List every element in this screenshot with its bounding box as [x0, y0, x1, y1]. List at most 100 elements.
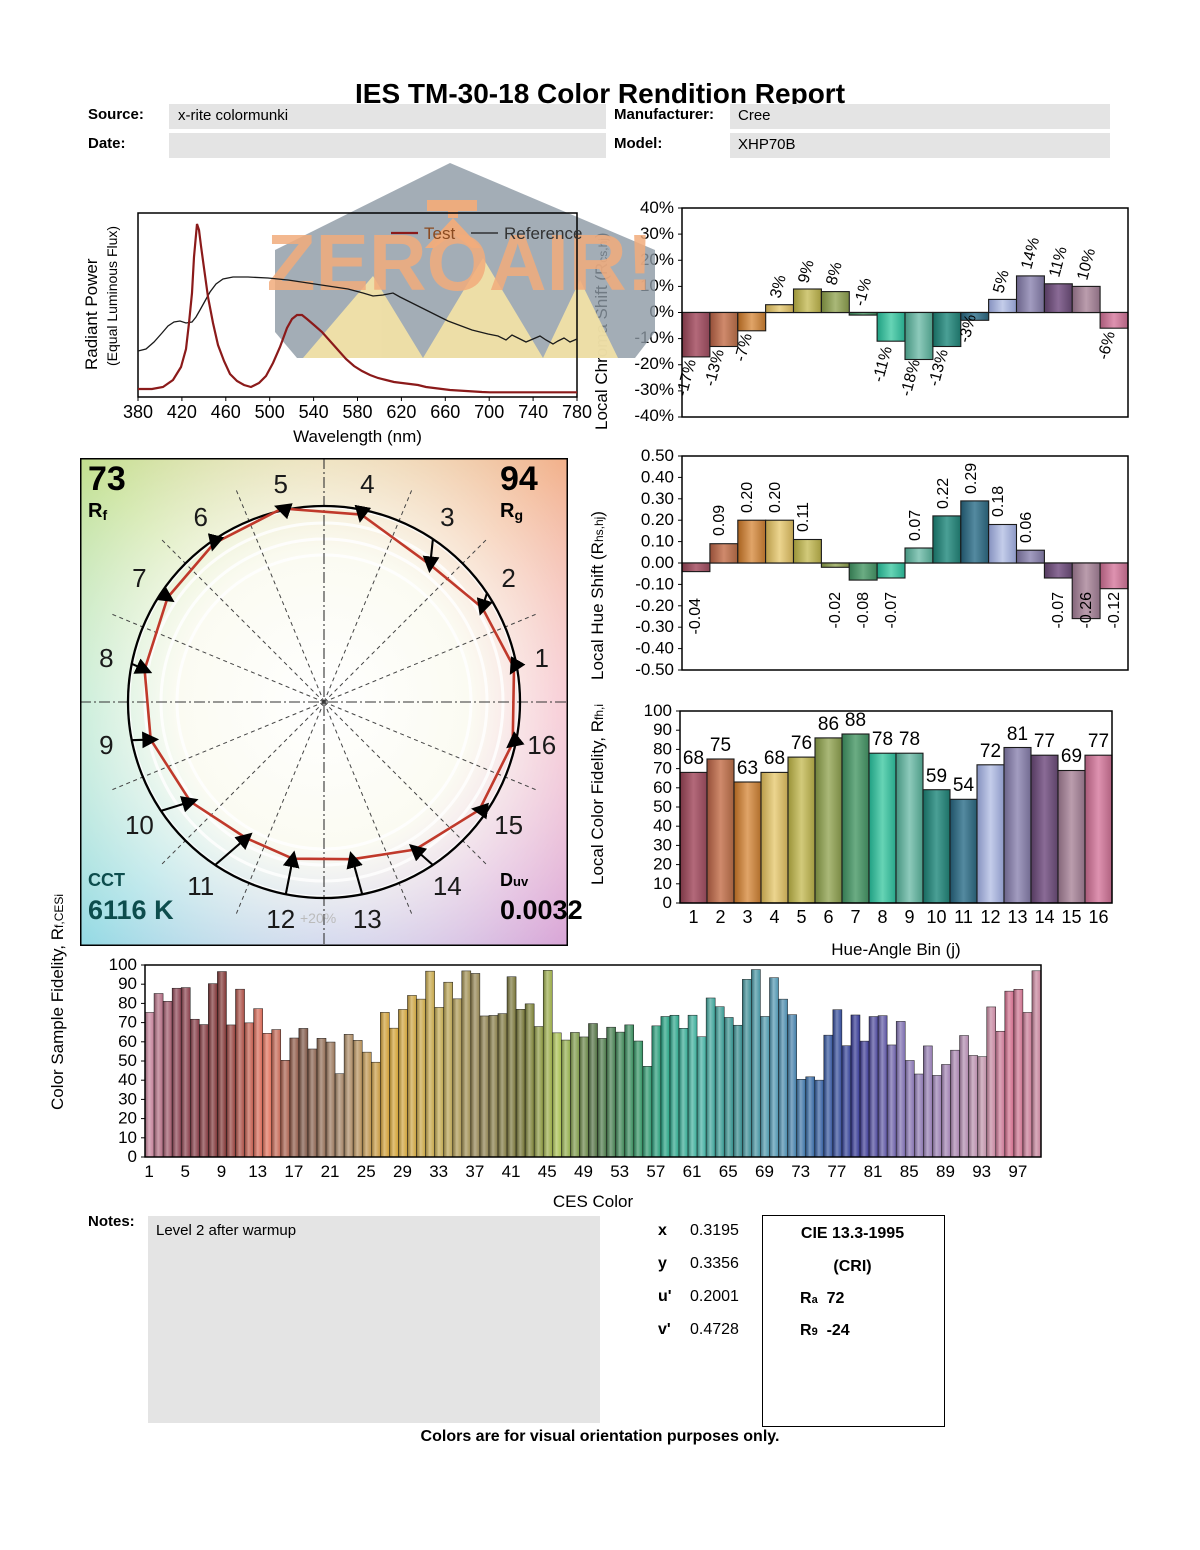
- svg-text:0: 0: [663, 893, 672, 912]
- svg-text:80: 80: [118, 993, 137, 1012]
- svg-text:11%: 11%: [1046, 245, 1070, 279]
- svg-text:580: 580: [342, 402, 372, 422]
- svg-text:80: 80: [653, 739, 672, 758]
- svg-text:0.10: 0.10: [641, 532, 674, 551]
- svg-text:740: 740: [518, 402, 548, 422]
- svg-text:54: 54: [953, 775, 975, 796]
- svg-text:21: 21: [321, 1162, 340, 1181]
- svg-text:86: 86: [818, 714, 839, 735]
- svg-text:0: 0: [128, 1147, 137, 1166]
- svg-text:-40%: -40%: [634, 406, 674, 425]
- svg-text:5: 5: [273, 469, 287, 499]
- svg-text:60: 60: [653, 778, 672, 797]
- svg-text:16: 16: [527, 730, 556, 760]
- svg-text:15: 15: [494, 810, 523, 840]
- svg-text:14: 14: [433, 871, 462, 901]
- svg-text:76: 76: [791, 733, 812, 754]
- svg-text:Test: Test: [424, 224, 455, 243]
- svg-text:40: 40: [118, 1070, 137, 1089]
- svg-text:-0.26: -0.26: [1078, 592, 1095, 629]
- svg-text:660: 660: [430, 402, 460, 422]
- svg-text:20: 20: [653, 855, 672, 874]
- svg-text:5%: 5%: [990, 268, 1012, 295]
- svg-text:0.20: 0.20: [641, 510, 674, 529]
- svg-text:5: 5: [181, 1162, 190, 1181]
- svg-text:11: 11: [187, 871, 214, 901]
- svg-text:420: 420: [167, 402, 197, 422]
- svg-text:75: 75: [710, 735, 731, 756]
- svg-text:30: 30: [653, 835, 672, 854]
- svg-text:57: 57: [646, 1162, 665, 1181]
- svg-text:0.00: 0.00: [641, 553, 674, 572]
- svg-text:50: 50: [118, 1051, 137, 1070]
- svg-text:-0.07: -0.07: [883, 592, 900, 629]
- svg-text:Reference: Reference: [504, 224, 582, 243]
- svg-text:65: 65: [719, 1162, 738, 1181]
- svg-text:30: 30: [118, 1089, 137, 1108]
- svg-text:41: 41: [502, 1162, 521, 1181]
- svg-text:-0.07: -0.07: [1050, 592, 1067, 629]
- svg-text:7: 7: [132, 563, 146, 593]
- svg-text:-11%: -11%: [870, 345, 896, 384]
- svg-text:2: 2: [715, 907, 725, 927]
- svg-text:0.30: 0.30: [641, 489, 674, 508]
- svg-text:45: 45: [538, 1162, 557, 1181]
- svg-text:9%: 9%: [795, 258, 817, 285]
- svg-text:53: 53: [610, 1162, 629, 1181]
- svg-text:9: 9: [99, 730, 113, 760]
- svg-text:77: 77: [1034, 731, 1055, 752]
- svg-text:10: 10: [926, 907, 946, 927]
- svg-text:81: 81: [1007, 724, 1028, 745]
- svg-text:0.40: 0.40: [641, 467, 674, 486]
- svg-text:2: 2: [501, 563, 515, 593]
- svg-text:-0.40: -0.40: [635, 639, 674, 658]
- svg-text:59: 59: [926, 766, 947, 787]
- svg-text:37: 37: [465, 1162, 484, 1181]
- svg-text:90: 90: [653, 720, 672, 739]
- svg-text:10: 10: [125, 810, 154, 840]
- svg-text:-0.50: -0.50: [635, 660, 674, 679]
- svg-text:-1%: -1%: [851, 276, 875, 308]
- svg-text:29: 29: [393, 1162, 412, 1181]
- svg-text:6: 6: [823, 907, 833, 927]
- svg-text:17: 17: [284, 1162, 303, 1181]
- svg-text:81: 81: [864, 1162, 883, 1181]
- svg-text:89: 89: [936, 1162, 955, 1181]
- svg-text:88: 88: [845, 710, 866, 731]
- svg-text:700: 700: [474, 402, 504, 422]
- svg-text:3%: 3%: [767, 273, 789, 300]
- svg-text:10%: 10%: [1074, 247, 1099, 282]
- svg-text:69: 69: [755, 1162, 774, 1181]
- svg-text:500: 500: [255, 402, 285, 422]
- svg-text:69: 69: [1061, 746, 1082, 767]
- svg-text:77: 77: [1088, 731, 1109, 752]
- svg-text:3: 3: [742, 907, 752, 927]
- svg-text:9: 9: [904, 907, 914, 927]
- svg-text:15: 15: [1061, 907, 1081, 927]
- svg-text:0.20: 0.20: [767, 482, 784, 513]
- svg-text:77: 77: [827, 1162, 846, 1181]
- svg-text:9: 9: [217, 1162, 226, 1181]
- svg-text:70: 70: [118, 1013, 137, 1032]
- svg-text:11: 11: [954, 907, 973, 927]
- svg-text:-0.10: -0.10: [635, 574, 674, 593]
- svg-text:25: 25: [357, 1162, 376, 1181]
- svg-text:70: 70: [653, 759, 672, 778]
- svg-text:10: 10: [653, 874, 672, 893]
- svg-text:14%: 14%: [1018, 236, 1043, 271]
- svg-text:40: 40: [653, 816, 672, 835]
- svg-text:14: 14: [1034, 907, 1054, 927]
- svg-text:33: 33: [429, 1162, 448, 1181]
- svg-text:63: 63: [737, 758, 758, 779]
- svg-text:1: 1: [534, 643, 548, 673]
- svg-text:460: 460: [211, 402, 241, 422]
- svg-text:3: 3: [440, 502, 454, 532]
- svg-text:620: 620: [386, 402, 416, 422]
- svg-text:5: 5: [796, 907, 806, 927]
- svg-text:-0.20: -0.20: [635, 596, 674, 615]
- svg-text:68: 68: [683, 748, 704, 769]
- svg-text:4: 4: [360, 469, 374, 499]
- svg-text:-30%: -30%: [634, 380, 674, 399]
- svg-text:-18%: -18%: [898, 358, 924, 398]
- svg-text:12: 12: [980, 907, 1000, 927]
